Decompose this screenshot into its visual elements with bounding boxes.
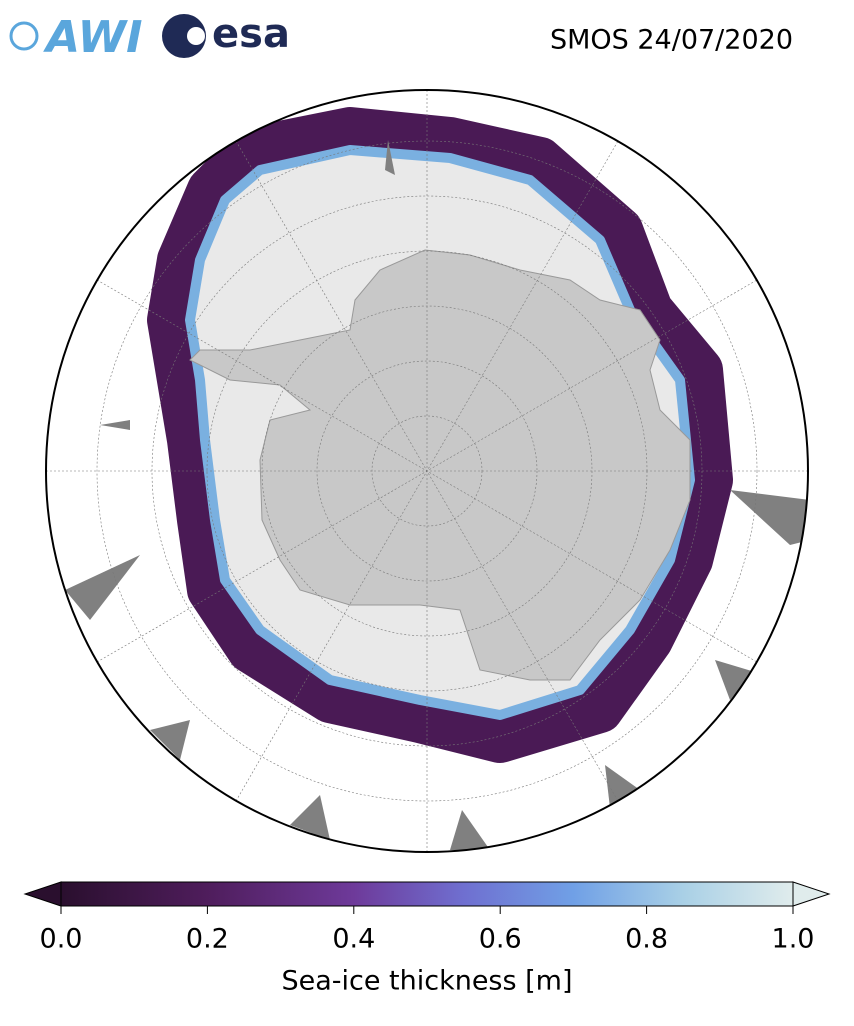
map-title: SMOS 24/07/2020: [550, 25, 793, 56]
colorbar-extend-low: [23, 881, 62, 907]
colorbar-extend-high: [792, 881, 831, 907]
colorbar-tick-label: 0.4: [332, 924, 375, 955]
logo-text: esa: [212, 11, 290, 57]
colorbar-body: [60, 881, 794, 907]
land: [65, 140, 808, 850]
graticule: [46, 90, 808, 852]
colorbar-tick-label: 0.2: [186, 924, 229, 955]
colorbar-label: Sea-ice thickness [m]: [281, 966, 572, 997]
colorbar-tick-label: 1.0: [772, 924, 815, 955]
map: [46, 90, 808, 852]
colorbar-tick-label: 0.0: [40, 924, 83, 955]
colorbar-tick-label: 0.6: [479, 924, 522, 955]
colorbar: [23, 881, 831, 907]
map-border: [45, 89, 809, 853]
colorbar-tick-label: 0.8: [625, 924, 668, 955]
logo-esa: esa: [162, 11, 290, 58]
antarctica: [189, 249, 691, 681]
logo-text: AWI: [43, 12, 143, 63]
logo-awi: AWI: [9, 12, 143, 63]
